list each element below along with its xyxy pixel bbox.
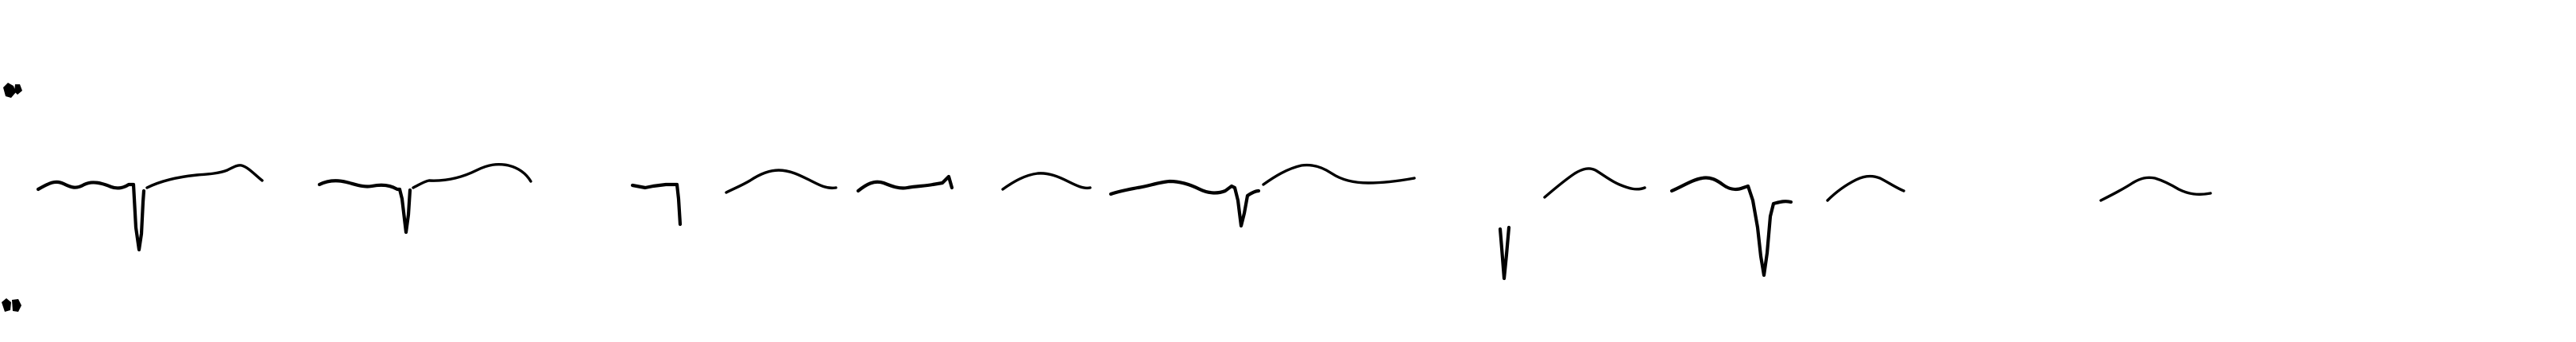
waveform-beat-8 — [1543, 167, 1646, 199]
waveform-beat-2 — [317, 162, 532, 235]
waveform-beat-6 — [1108, 163, 1416, 228]
waveform-beat-9 — [1669, 174, 1905, 278]
smudge-mark-bottom — [2, 298, 21, 312]
waveform-beat-10 — [2099, 176, 2212, 202]
waveform-beat-4 — [856, 174, 954, 193]
waveform-beat-7 — [1498, 225, 1511, 281]
waveform-beat-3 — [630, 169, 837, 227]
smudge-mark-top — [3, 83, 22, 98]
waveform-beat-5 — [1001, 172, 1092, 191]
waveform-beat-1 — [36, 164, 264, 252]
